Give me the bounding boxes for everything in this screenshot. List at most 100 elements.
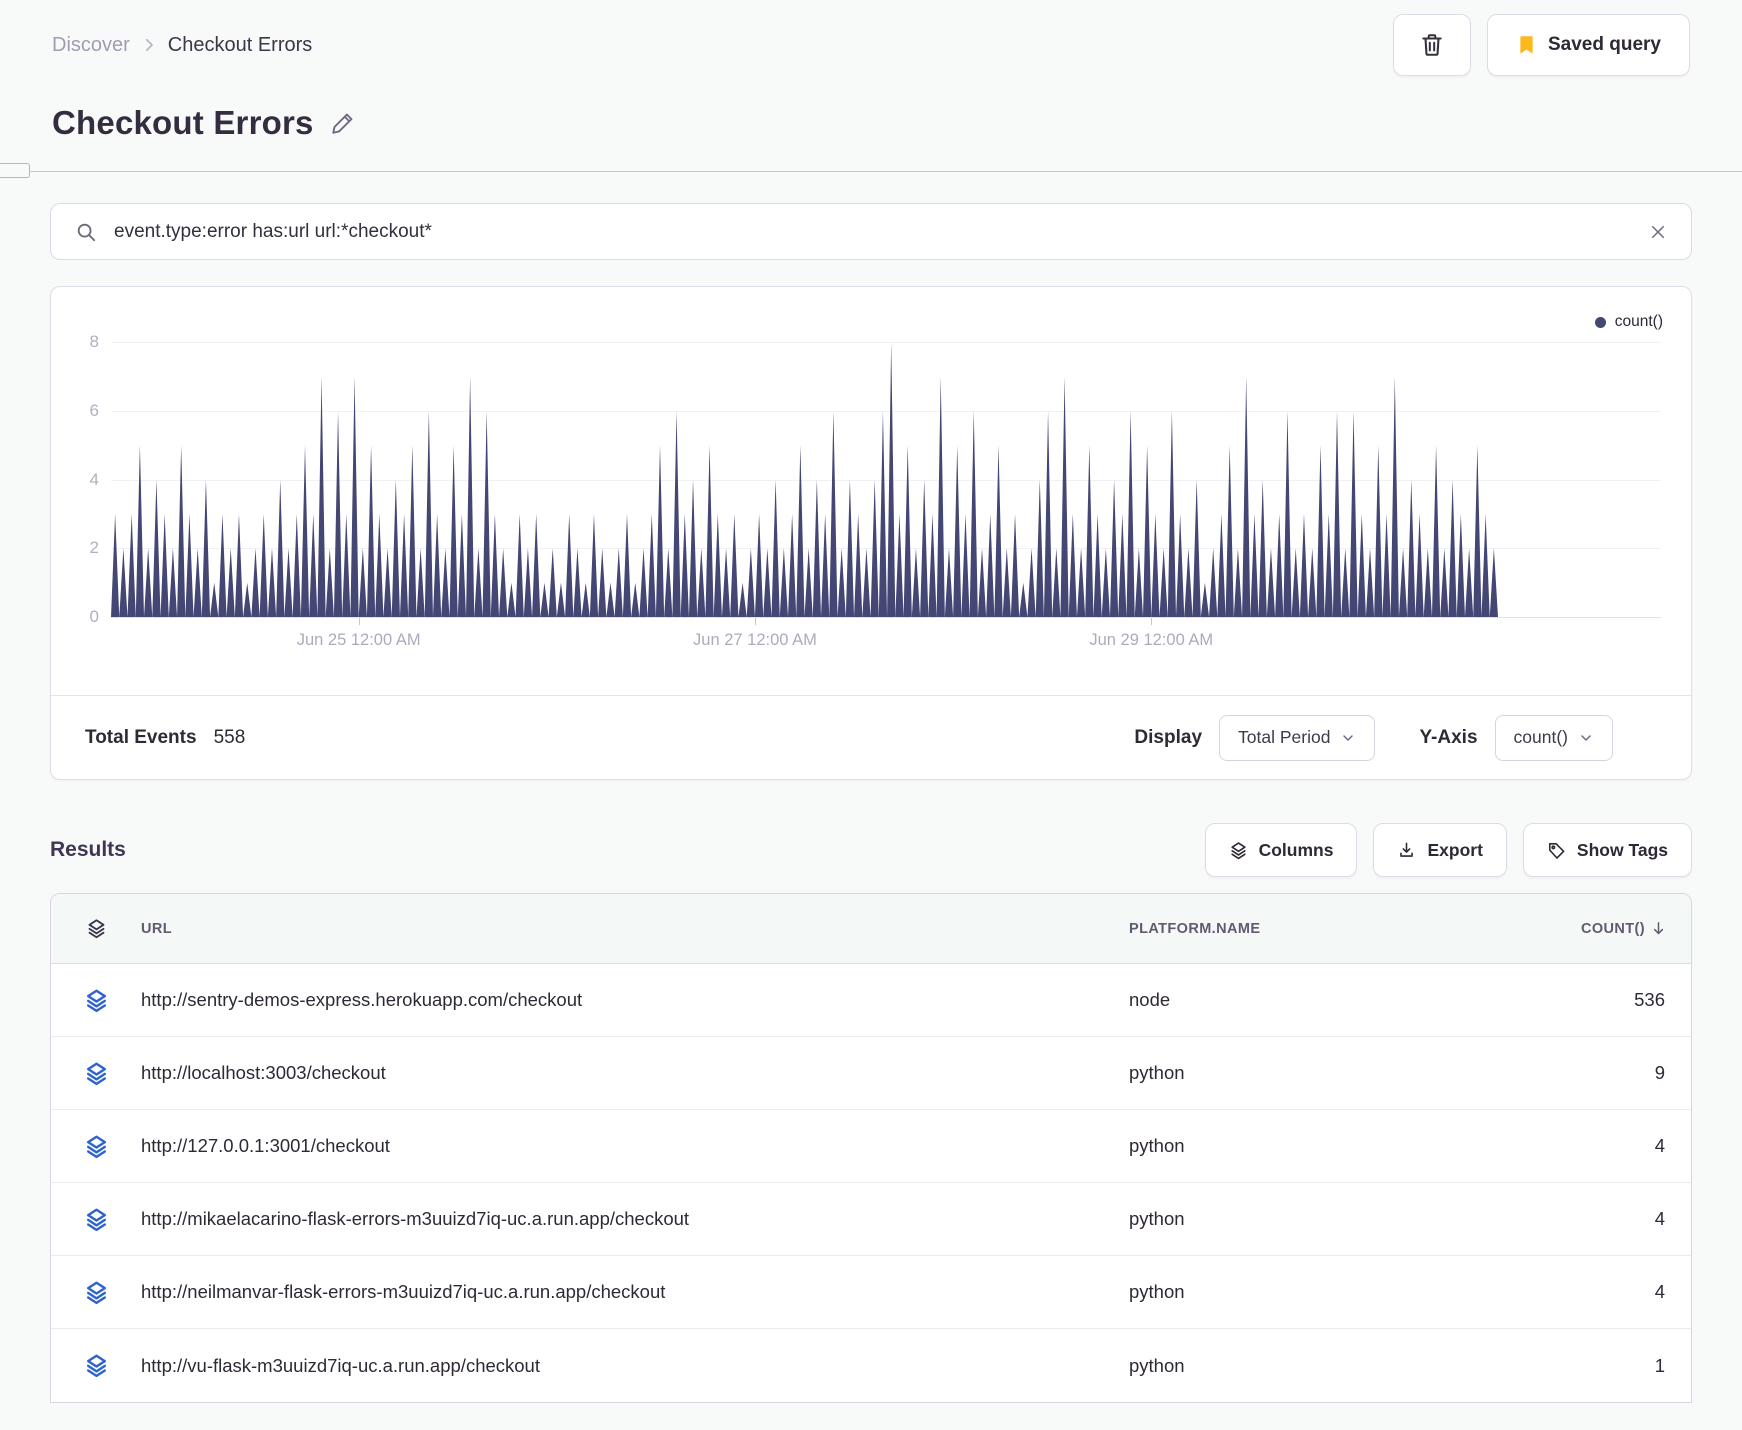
url-cell[interactable]: http://vu-flask-m3uuizd7iq-uc.a.run.app/… xyxy=(141,1354,540,1376)
count-cell[interactable]: 9 xyxy=(1654,1062,1665,1083)
table-row: http://localhost:3003/checkout python 9 xyxy=(51,1037,1691,1110)
download-icon xyxy=(1400,842,1414,857)
total-events-value: 558 xyxy=(213,726,246,748)
table-row: http://127.0.0.1:3001/checkout python 4 xyxy=(51,1110,1691,1183)
platform-cell[interactable]: python xyxy=(1129,1062,1185,1083)
delete-query-button[interactable] xyxy=(1393,14,1471,76)
count-cell[interactable]: 4 xyxy=(1654,1135,1665,1156)
yaxis-select[interactable]: count() xyxy=(1494,714,1613,761)
breadcrumb-discover[interactable]: Discover xyxy=(52,33,130,56)
platform-cell[interactable]: python xyxy=(1129,1208,1185,1229)
chart-legend[interactable]: count() xyxy=(1594,313,1663,331)
x-axis-tickmark xyxy=(358,618,360,625)
column-header-count[interactable]: COUNT() xyxy=(1581,920,1691,937)
gridline xyxy=(111,342,1661,343)
stack-icon[interactable] xyxy=(86,918,107,939)
chevron-down-icon xyxy=(1343,734,1354,741)
table-row: http://vu-flask-m3uuizd7iq-uc.a.run.app/… xyxy=(51,1329,1691,1402)
column-header-platform[interactable]: PLATFORM.NAME xyxy=(1129,920,1261,937)
table-body: http://sentry-demos-express.herokuapp.co… xyxy=(51,964,1691,1402)
columns-label: Columns xyxy=(1258,839,1334,860)
y-axis-tick: 8 xyxy=(89,332,99,351)
results-table: URL PLATFORM.NAME COUNT() http://sentry-… xyxy=(50,893,1692,1403)
results-heading: Results xyxy=(50,838,126,861)
chart-card: count() 0 2 4 6 8 Jun 25 12:00 AM Jun 27 12:0… xyxy=(50,286,1692,780)
show-tags-label: Show Tags xyxy=(1576,839,1668,860)
x-axis-line xyxy=(111,617,1661,618)
table-row: http://neilmanvar-flask-errors-m3uuizd7i… xyxy=(51,1256,1691,1329)
platform-cell[interactable]: python xyxy=(1129,1281,1185,1302)
stack-icon[interactable] xyxy=(84,1353,109,1378)
display-select[interactable]: Total Period xyxy=(1219,714,1376,761)
x-axis-tickmark xyxy=(754,618,756,625)
header-divider xyxy=(0,163,1742,178)
table-header: URL PLATFORM.NAME COUNT() xyxy=(51,894,1691,964)
saved-query-label: Saved query xyxy=(1548,34,1661,55)
table-row: http://sentry-demos-express.herokuapp.co… xyxy=(51,964,1691,1037)
url-cell[interactable]: http://neilmanvar-flask-errors-m3uuizd7i… xyxy=(141,1281,666,1302)
x-axis-tick-label: Jun 29 12:00 AM xyxy=(1089,631,1214,649)
legend-dot xyxy=(1594,316,1606,328)
gridline xyxy=(111,479,1661,481)
panel-collapse-handle[interactable] xyxy=(0,163,30,178)
breadcrumb-current: Checkout Errors xyxy=(167,33,313,56)
gridline xyxy=(111,548,1661,550)
yaxis-label: Y-Axis xyxy=(1419,726,1478,748)
platform-cell[interactable]: python xyxy=(1129,1354,1185,1376)
stack-icon[interactable] xyxy=(84,1280,109,1305)
stack-icon[interactable] xyxy=(84,1061,109,1086)
url-cell[interactable]: http://localhost:3003/checkout xyxy=(141,1062,386,1083)
show-tags-button[interactable]: Show Tags xyxy=(1522,823,1692,877)
saved-query-button[interactable]: Saved query xyxy=(1487,14,1690,76)
count-cell[interactable]: 4 xyxy=(1654,1208,1665,1229)
chart-footer: Total Events 558 Display Total Period Y-… xyxy=(51,695,1691,779)
y-axis-tick: 4 xyxy=(89,469,99,489)
export-label: Export xyxy=(1427,839,1483,860)
clear-search-icon[interactable] xyxy=(1649,223,1667,241)
gridline xyxy=(111,410,1661,412)
table-row: http://mikaelacarino-flask-errors-m3uuiz… xyxy=(51,1183,1691,1256)
url-cell[interactable]: http://mikaelacarino-flask-errors-m3uuiz… xyxy=(141,1208,690,1229)
x-axis-tick-label: Jun 25 12:00 AM xyxy=(296,631,421,649)
display-label: Display xyxy=(1134,726,1203,748)
chart-bars[interactable] xyxy=(111,342,1498,617)
count-cell[interactable]: 4 xyxy=(1654,1281,1665,1302)
sort-descending-icon xyxy=(1653,922,1664,935)
chevron-right-icon xyxy=(145,38,153,52)
y-axis-tick: 0 xyxy=(89,607,99,626)
total-events: Total Events 558 xyxy=(85,727,245,749)
chevron-down-icon xyxy=(1581,734,1591,741)
x-axis-tick-label: Jun 27 12:00 AM xyxy=(693,631,817,649)
count-cell[interactable]: 1 xyxy=(1654,1354,1665,1376)
breadcrumb: Discover Checkout Errors xyxy=(52,34,312,57)
platform-cell[interactable]: python xyxy=(1129,1135,1185,1156)
discover-page: Discover Checkout Errors Saved query Che… xyxy=(0,14,1742,1430)
export-button[interactable]: Export xyxy=(1373,823,1507,877)
tag-icon xyxy=(1548,842,1565,859)
stack-icon[interactable] xyxy=(84,1207,109,1232)
search-bar xyxy=(50,203,1692,260)
y-axis-tick: 2 xyxy=(89,538,99,558)
stack-icon[interactable] xyxy=(84,988,109,1013)
search-icon xyxy=(77,223,96,241)
page-title: Checkout Errors xyxy=(52,104,314,141)
count-header-label: COUNT() xyxy=(1580,920,1645,937)
x-axis-tickmark xyxy=(1151,618,1153,625)
stack-icon[interactable] xyxy=(84,1134,109,1159)
count-cell[interactable]: 536 xyxy=(1634,989,1665,1010)
edit-title-icon[interactable] xyxy=(330,110,356,136)
trash-icon xyxy=(1422,34,1442,56)
url-cell[interactable]: http://127.0.0.1:3001/checkout xyxy=(141,1135,390,1156)
url-cell[interactable]: http://sentry-demos-express.herokuapp.co… xyxy=(141,989,583,1010)
columns-button[interactable]: Columns xyxy=(1204,823,1358,877)
total-events-label: Total Events xyxy=(85,726,197,748)
search-input[interactable] xyxy=(114,220,1632,243)
bookmark-icon xyxy=(1520,36,1533,54)
y-axis-tick: 6 xyxy=(89,400,99,420)
yaxis-value: count() xyxy=(1513,727,1568,747)
platform-cell[interactable]: node xyxy=(1129,989,1171,1010)
display-value: Total Period xyxy=(1238,727,1331,747)
layers-icon xyxy=(1230,841,1246,859)
column-header-url[interactable]: URL xyxy=(141,920,173,937)
legend-label: count() xyxy=(1614,313,1663,330)
